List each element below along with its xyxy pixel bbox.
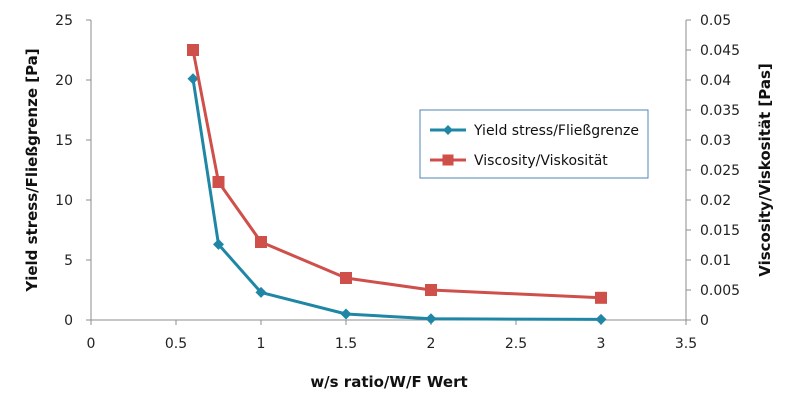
left-y-tick-label: 20 — [55, 73, 73, 89]
x-tick-label: 2.5 — [505, 336, 527, 352]
yield-stress-data-point — [187, 73, 199, 85]
viscosity-data-point — [255, 236, 267, 248]
x-axis-title: w/s ratio/W/F Wert — [310, 373, 467, 391]
left-y-tick-label: 10 — [55, 193, 73, 209]
x-tick-label: 2 — [427, 336, 436, 352]
x-tick-label: 0 — [87, 336, 96, 352]
left-y-tick-label: 15 — [55, 133, 73, 149]
yield-stress-data-point — [425, 313, 437, 325]
right-y-tick-label: 0.04 — [700, 73, 731, 89]
left-y-axis-title: Yield stress/Fließgrenze [Pa] — [23, 48, 41, 292]
legend-yield-label: Yield stress/Fließgrenze — [473, 123, 639, 139]
left-y-tick-label: 0 — [64, 313, 73, 329]
yield-stress-data-point — [595, 313, 607, 325]
x-axis-ticks: 0 0.5 1 1.5 2 2.5 3 3.5 — [87, 320, 697, 352]
right-y-axis-ticks: 0 0.005 0.01 0.015 0.02 0.025 0.03 0.035 0.04 0.0… — [686, 13, 740, 329]
yield-stress-data-point — [213, 238, 224, 250]
left-y-tick-label: 5 — [64, 253, 73, 269]
x-tick-label: 0.5 — [165, 336, 187, 352]
right-y-tick-label: 0.035 — [700, 103, 740, 119]
right-y-tick-label: 0.045 — [700, 43, 740, 59]
right-y-tick-label: 0.025 — [700, 163, 740, 179]
x-tick-label: 1 — [257, 336, 266, 352]
left-y-tick-label: 25 — [55, 13, 73, 29]
viscosity-data-point — [212, 176, 225, 188]
viscosity-data-point — [340, 272, 352, 284]
legend-box — [419, 109, 649, 179]
right-y-tick-label: 0 — [700, 313, 709, 329]
series-layer — [187, 44, 607, 325]
left-y-axis-ticks: 0 5 10 15 20 25 — [55, 13, 91, 329]
right-y-tick-label: 0.05 — [700, 13, 731, 29]
legend-yield-marker — [443, 125, 453, 135]
yield-stress-data-point — [255, 286, 267, 298]
right-y-tick-label: 0.02 — [700, 193, 731, 209]
yield-stress-series-line — [191, 78, 602, 321]
right-y-axis-title: Viscosity/Viskosität [Pas] — [756, 63, 774, 277]
right-y-tick-label: 0.01 — [700, 253, 731, 269]
viscosity-data-point — [425, 284, 437, 296]
right-y-tick-label: 0.03 — [700, 133, 731, 149]
right-y-tick-label: 0.015 — [700, 223, 740, 239]
right-y-tick-label: 0.005 — [700, 283, 740, 299]
legend: Yield stress/Fließgrenze Viscosity/Visko… — [419, 109, 649, 179]
x-tick-label: 3.5 — [675, 336, 697, 352]
legend-viscosity-marker — [442, 154, 454, 166]
x-tick-label: 3 — [597, 336, 606, 352]
viscosity-data-point — [187, 44, 199, 56]
yield-stress-data-point — [340, 308, 352, 320]
x-tick-label: 1.5 — [335, 336, 357, 352]
viscosity-data-point — [595, 291, 607, 304]
viscosity-series-line — [191, 49, 602, 300]
legend-viscosity-label: Viscosity/Viskosität — [474, 153, 608, 169]
